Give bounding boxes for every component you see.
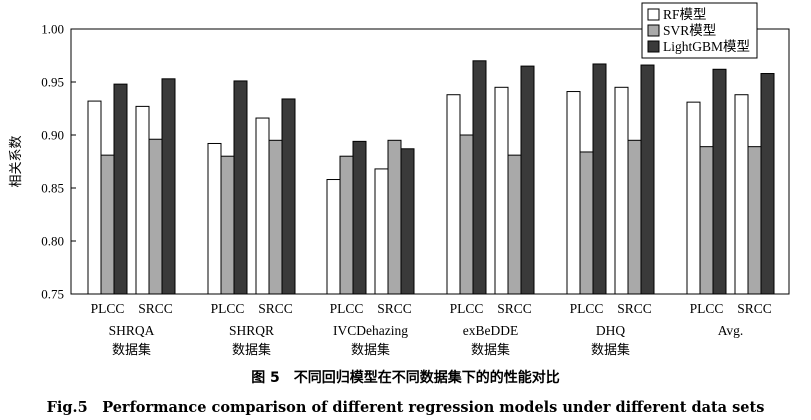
bar-avg-plcc-0 — [686, 101, 701, 295]
x-metric-label: SRCC — [497, 301, 532, 316]
x-group-sublabel: 数据集 — [112, 342, 151, 358]
bar-avg-plcc-1 — [699, 146, 714, 295]
x-group-label: exBeDDE — [463, 323, 518, 338]
bar-dhq-srcc-2 — [640, 64, 655, 295]
x-group-label: SHRQR — [229, 323, 274, 338]
bar-shrqa-plcc-2 — [113, 83, 128, 295]
bar-exbedde-plcc-1 — [459, 134, 474, 295]
bar-exbedde-srcc-0 — [494, 86, 509, 295]
x-group-sublabel: 数据集 — [232, 342, 271, 358]
bar-shrqr-plcc-1 — [220, 155, 235, 295]
legend-box — [641, 2, 758, 59]
bar-shrqr-plcc-2 — [233, 80, 248, 295]
x-group-sublabel: 数据集 — [471, 342, 510, 358]
x-group-label: Avg. — [718, 323, 744, 338]
y-tick-label: 1.00 — [41, 22, 64, 37]
x-metric-label: PLCC — [450, 301, 484, 316]
bar-shrqr-srcc-2 — [281, 98, 296, 295]
bar-shrqa-plcc-1 — [100, 154, 115, 295]
bar-avg-plcc-2 — [712, 68, 727, 295]
plot-frame — [70, 28, 790, 295]
bar-shrqa-plcc-0 — [87, 100, 102, 295]
legend-swatch — [647, 24, 660, 37]
bar-dhq-srcc-0 — [614, 86, 629, 295]
x-metric-label: SRCC — [617, 301, 652, 316]
legend-swatch — [647, 8, 660, 21]
bar-dhq-plcc-2 — [592, 63, 607, 295]
bar-dhq-plcc-0 — [566, 91, 581, 295]
y-tick-label: 0.95 — [41, 75, 64, 90]
figure-caption-en: Fig.5 Performance comparison of differen… — [46, 399, 765, 416]
bar-ivcdehazing-plcc-0 — [326, 179, 341, 295]
x-group-sublabel: 数据集 — [591, 342, 630, 358]
x-metric-label: PLCC — [690, 301, 724, 316]
y-tick-label: 0.90 — [41, 128, 64, 143]
bar-ivcdehazing-plcc-2 — [352, 140, 367, 295]
y-axis-label: 相关系数 — [9, 135, 24, 187]
bar-dhq-plcc-1 — [579, 151, 594, 295]
bar-ivcdehazing-plcc-1 — [339, 155, 354, 295]
x-group-sublabel: 数据集 — [351, 342, 390, 358]
x-metric-label: SRCC — [138, 301, 173, 316]
x-metric-label: PLCC — [330, 301, 364, 316]
bar-shrqr-srcc-0 — [255, 117, 270, 295]
bar-dhq-srcc-1 — [627, 139, 642, 295]
x-metric-label: SRCC — [258, 301, 293, 316]
bar-avg-srcc-0 — [734, 94, 749, 295]
bar-shrqa-srcc-1 — [148, 138, 163, 295]
bar-exbedde-plcc-0 — [446, 94, 461, 295]
bar-shrqr-srcc-1 — [268, 139, 283, 295]
bar-exbedde-srcc-2 — [520, 65, 535, 295]
bar-ivcdehazing-srcc-1 — [387, 139, 402, 295]
legend-swatch — [647, 40, 660, 53]
x-group-label: IVCDehazing — [333, 323, 408, 338]
chart-svg: 0.75 0.80 0.85 0.90 0.95 1.00 相关系数 PLCC SRCC SHRQ… — [9, 2, 790, 358]
bar-ivcdehazing-srcc-0 — [374, 168, 389, 295]
x-group-label: SHRQA — [109, 323, 155, 338]
legend-label: RF模型 — [663, 7, 707, 22]
bar-shrqr-plcc-0 — [207, 142, 222, 295]
y-tick-label: 0.80 — [41, 234, 64, 249]
y-tick-label: 0.75 — [41, 287, 64, 302]
x-metric-label: PLCC — [91, 301, 125, 316]
bar-shrqa-srcc-2 — [161, 78, 176, 295]
bar-avg-srcc-2 — [760, 73, 775, 295]
x-metric-label: PLCC — [570, 301, 604, 316]
x-metric-label: SRCC — [377, 301, 412, 316]
x-metric-label: SRCC — [737, 301, 772, 316]
x-group-label: DHQ — [596, 323, 625, 338]
y-tick-label: 0.85 — [41, 181, 64, 196]
bar-shrqa-srcc-0 — [135, 105, 150, 295]
bar-avg-srcc-1 — [747, 146, 762, 295]
bar-exbedde-srcc-1 — [507, 154, 522, 295]
legend-label: SVR模型 — [663, 23, 716, 38]
bar-ivcdehazing-srcc-2 — [400, 148, 415, 295]
bar-exbedde-plcc-2 — [472, 60, 487, 295]
x-metric-label: PLCC — [211, 301, 245, 316]
figure-caption-cn: 图 5 不同回归模型在不同数据集下的的性能对比 — [251, 370, 560, 386]
legend-label: LightGBM模型 — [663, 39, 750, 54]
